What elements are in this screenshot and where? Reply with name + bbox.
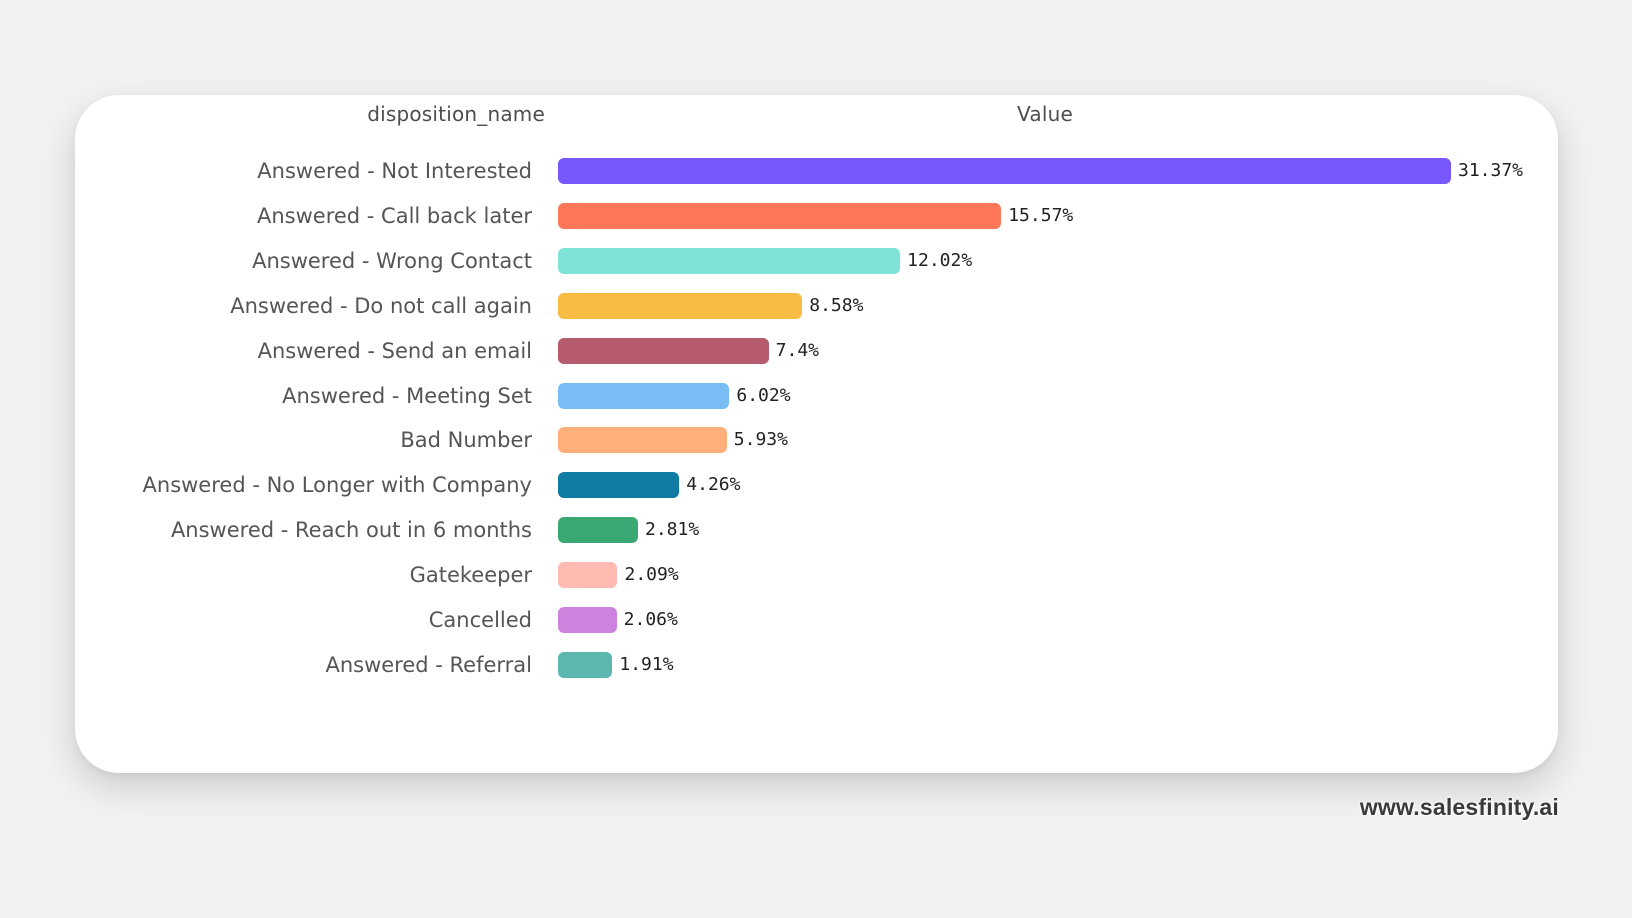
bar[interactable] (558, 517, 638, 544)
bar-category-label: Answered - Meeting Set (282, 383, 532, 408)
bar[interactable] (558, 202, 1002, 229)
bar-value-label: 1.91% (619, 653, 674, 675)
bar-value-label: 8.58% (809, 294, 864, 316)
bar-value-label: 31.37% (1458, 160, 1524, 181)
bar[interactable] (558, 292, 803, 319)
bar-value-label: 2.09% (624, 564, 679, 586)
watermark-text: www.salesfinity.ai (1359, 794, 1559, 820)
bar[interactable] (558, 562, 618, 589)
bar-category-label: Answered - Reach out in 6 months (170, 518, 532, 543)
bar-category-label: Answered - Do not call again (230, 293, 532, 318)
bar-category-label: Answered - Referral (325, 652, 532, 677)
bar-value-label: 7.4% (775, 339, 819, 361)
bar-value-label: 2.06% (623, 609, 678, 630)
bar-value-label: 15.57% (1008, 204, 1074, 226)
bar-category-label: Answered - Not Interested (257, 159, 532, 183)
bar-category-label: Answered - Send an email (257, 338, 532, 363)
bar[interactable] (558, 427, 727, 454)
bar[interactable] (558, 607, 617, 633)
bar-value-label: 12.02% (907, 249, 973, 271)
bar[interactable] (558, 337, 769, 364)
bar-category-label: Answered - No Longer with Company (142, 473, 532, 498)
bar[interactable] (558, 158, 1451, 184)
bar-category-label: Gatekeeper (409, 563, 532, 588)
bar[interactable] (558, 651, 613, 678)
bar[interactable] (558, 472, 680, 499)
bar-value-label: 2.81% (644, 519, 700, 541)
bar[interactable] (558, 382, 730, 409)
value-column-header: Value (1017, 102, 1073, 126)
bar-category-label: Bad Number (400, 428, 532, 453)
bar-category-label: Answered - Wrong Contact (252, 248, 532, 273)
bar-value-label: 4.26% (686, 474, 741, 496)
bar[interactable] (558, 247, 901, 274)
bar-category-label: Cancelled (428, 608, 532, 632)
bar-value-label: 6.02% (736, 384, 791, 406)
category-column-header: disposition_name (367, 102, 545, 126)
bar-value-label: 5.93% (733, 429, 788, 451)
bar-category-label: Answered - Call back later (256, 203, 532, 228)
